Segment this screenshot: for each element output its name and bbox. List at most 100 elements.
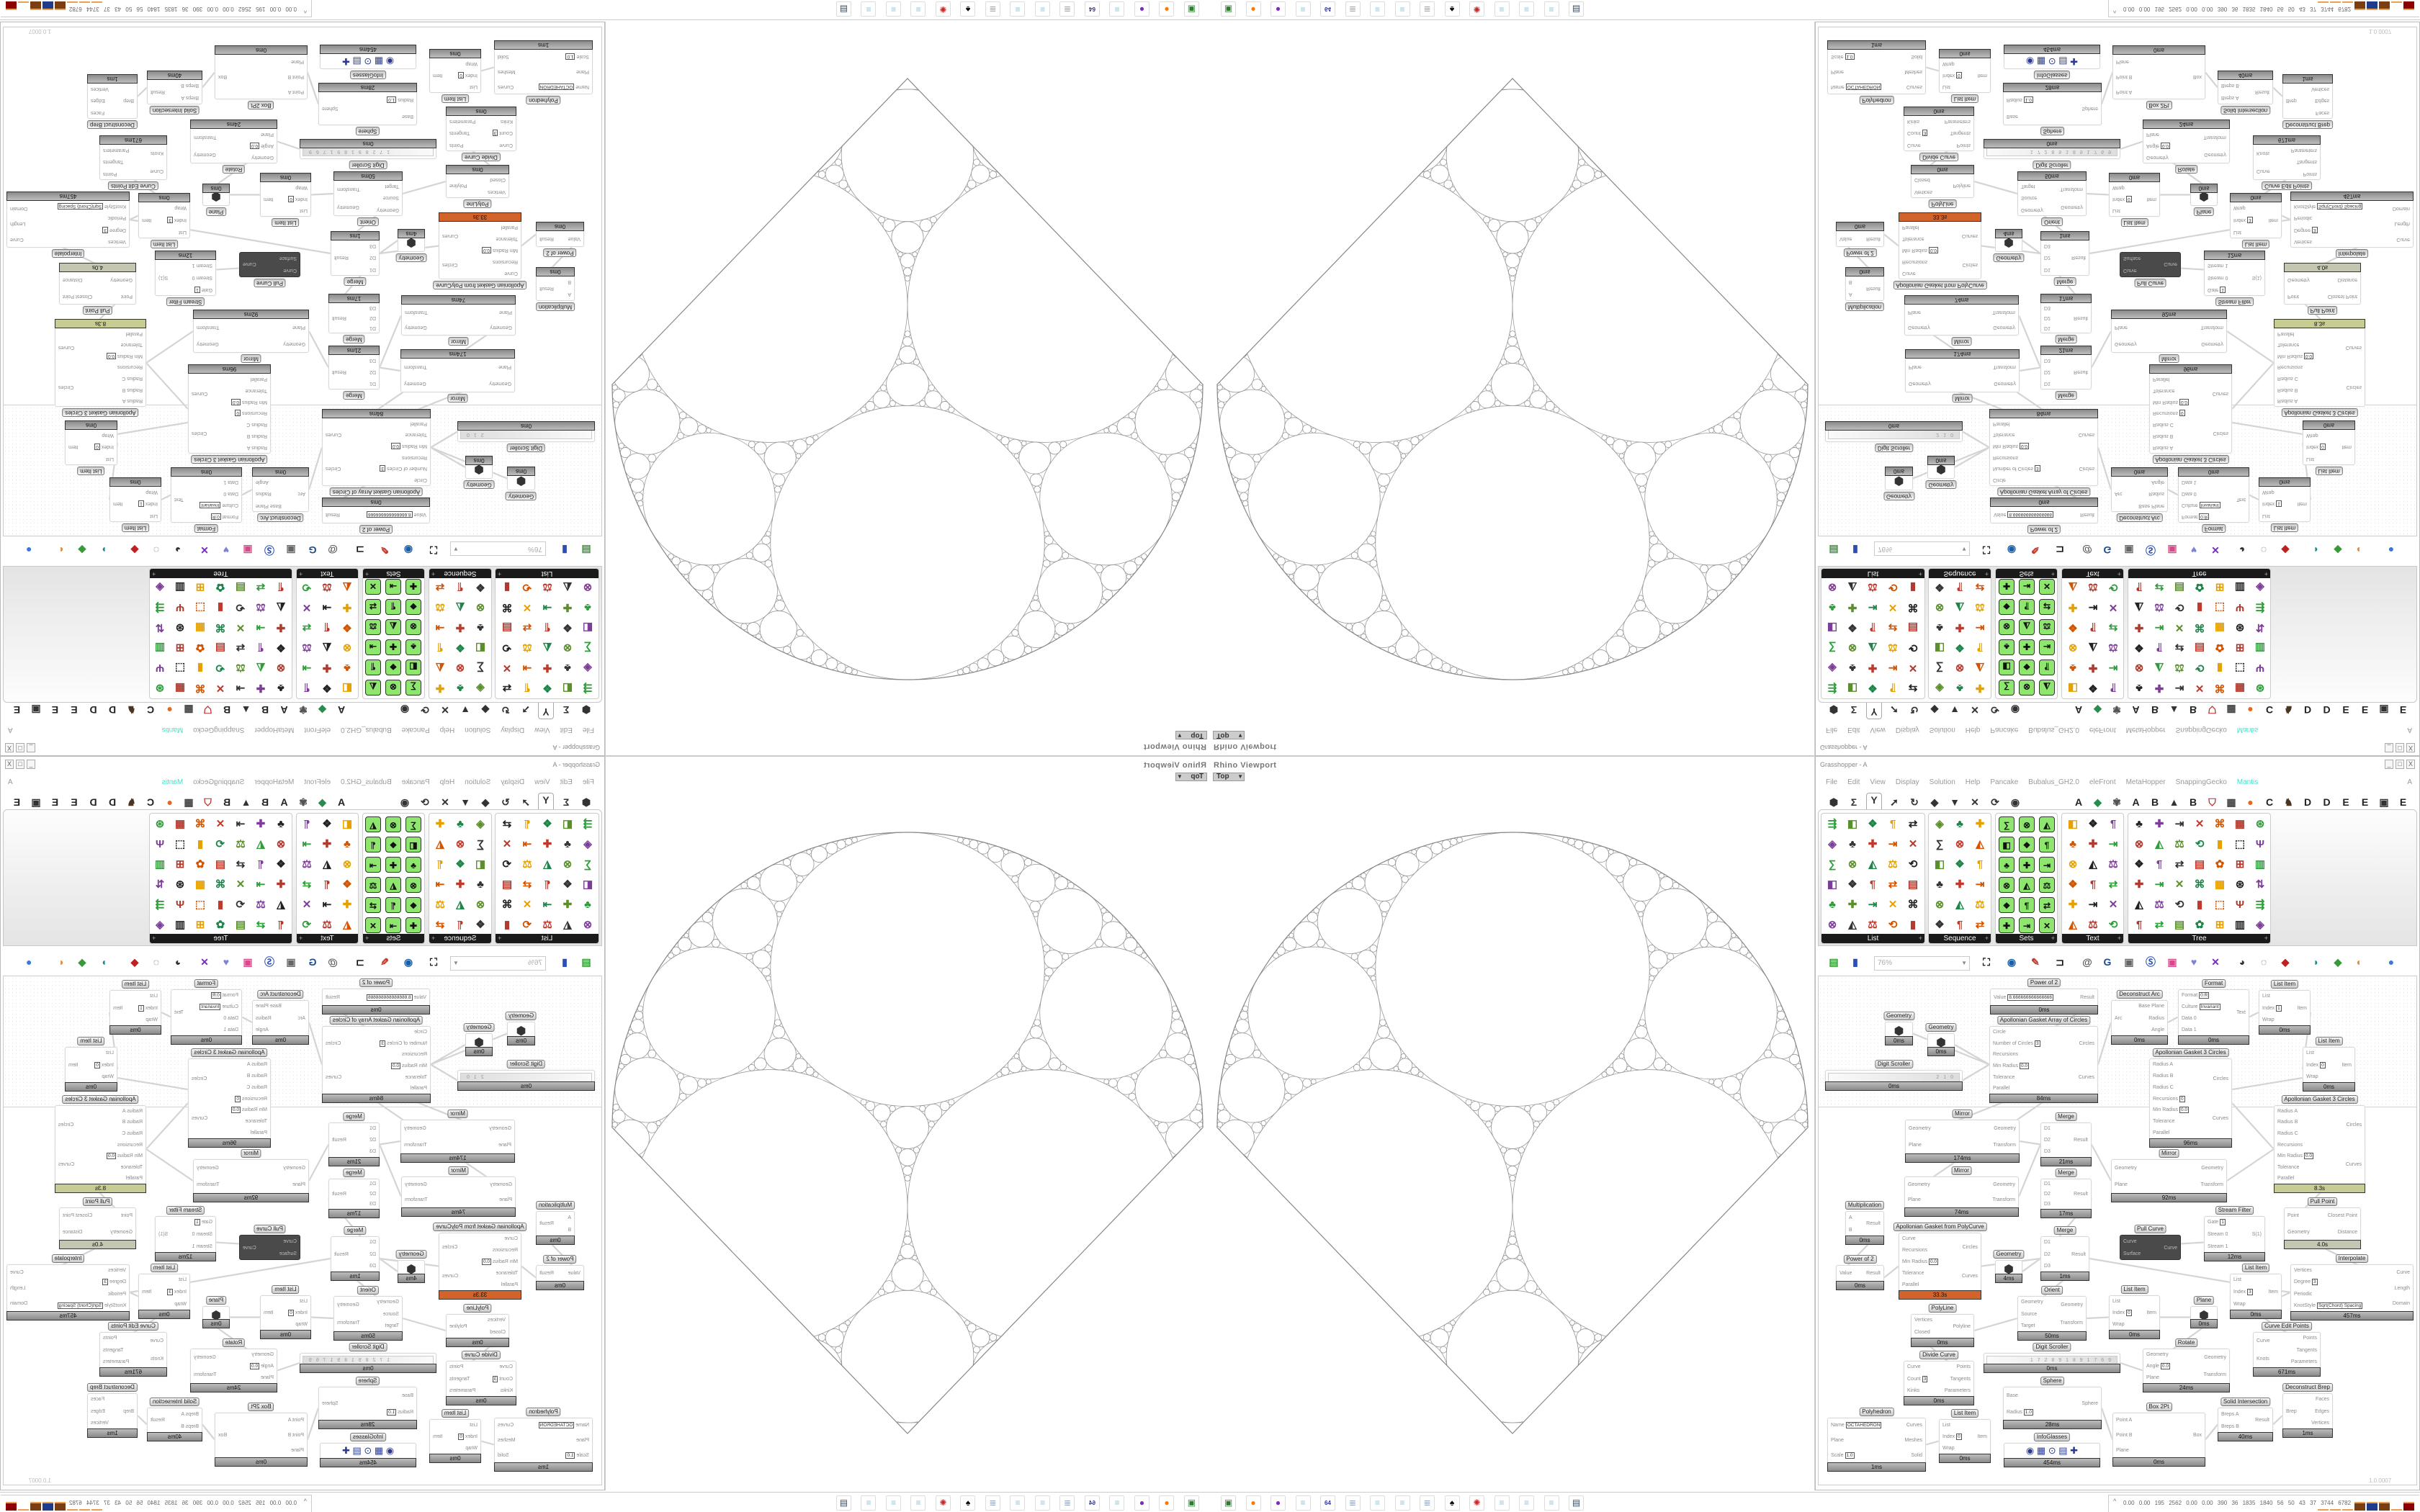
node-title[interactable]: Merge <box>344 1226 367 1235</box>
mail-icon[interactable]: @ <box>2082 544 2092 556</box>
param-value-field[interactable]: 1.0 <box>565 1452 575 1459</box>
component-icon[interactable]: ⊗ <box>1999 619 2015 635</box>
node-title[interactable]: List Item <box>2315 1037 2343 1045</box>
node-infoglasses[interactable]: ◉ ▦ ⊙ ▤ ✚ 454ms <box>2004 1443 2100 1467</box>
component-icon[interactable]: ✚ <box>542 662 552 674</box>
node-box-2pt[interactable]: Point A Point B Plane Box 0ms <box>215 45 308 99</box>
input-param[interactable]: Radius C <box>246 1084 267 1091</box>
component-icon[interactable]: ¶ <box>457 581 464 593</box>
expand-panel-icon[interactable]: + <box>2051 935 2055 942</box>
node-title[interactable]: Rotate <box>2174 1338 2198 1347</box>
output-param[interactable]: Box <box>2193 1432 2202 1439</box>
output-param[interactable]: Transform <box>405 1197 428 1203</box>
component-icon[interactable]: ⊛ <box>2235 621 2245 634</box>
input-param[interactable]: Wrap <box>145 1017 158 1023</box>
component-icon[interactable]: ▥ <box>2234 581 2246 593</box>
component-icon[interactable]: ✕ <box>215 682 225 694</box>
input-param[interactable]: Geometry <box>377 1299 399 1305</box>
input-param[interactable]: D1 <box>2044 1125 2051 1132</box>
component-icon[interactable]: ✿ <box>2215 858 2225 870</box>
output-param[interactable]: Tangents <box>2297 159 2317 166</box>
component-icon[interactable]: ⇄ <box>2039 599 2055 615</box>
output-param[interactable]: Geometry <box>2201 341 2223 347</box>
zoom-dropdown[interactable]: 76% ▼ <box>450 541 546 556</box>
taskbar-notepad-icon[interactable]: ≡ <box>1370 1495 1385 1511</box>
node-digit-scroller[interactable]: 1 7 2 8 9 1 8 9 1 7 6 9 0ms <box>1984 1353 2120 1373</box>
component-icon[interactable]: ⟲ <box>1888 581 1898 593</box>
output-param[interactable]: Circles <box>442 1244 457 1251</box>
node-title[interactable]: List Item <box>1950 1409 1979 1418</box>
input-param[interactable]: Data 1 <box>223 1027 238 1033</box>
output-param[interactable]: Points <box>2303 1335 2317 1341</box>
input-param[interactable]: Format0:R <box>210 513 238 520</box>
output-param[interactable]: Result <box>151 89 165 95</box>
output-param[interactable]: Curves <box>192 390 207 397</box>
component-icon[interactable]: ¶ <box>2136 581 2143 593</box>
component-icon[interactable]: ◭ <box>2039 816 2055 832</box>
zoom-dropdown[interactable]: 76% ▼ <box>1874 956 1970 971</box>
input-param[interactable]: List <box>470 84 478 90</box>
node-plane[interactable]: ⬢ 0ms <box>2190 1306 2218 1328</box>
node-title[interactable]: Curve Edit Points <box>108 181 158 190</box>
component-icon[interactable]: ¶ <box>257 642 264 654</box>
plugin-tab-9[interactable]: ● <box>2247 704 2254 716</box>
node-geometry[interactable]: ⬢ 4ms <box>398 229 425 252</box>
taskbar-notepad-icon[interactable]: ≡ <box>1109 1 1125 17</box>
save-icon[interactable]: ▮ <box>562 956 568 968</box>
node-title[interactable]: Geometry <box>505 1012 537 1020</box>
mesh-tab-icon[interactable]: ▼ <box>1950 796 1960 808</box>
output-param[interactable]: Parameters <box>449 118 475 125</box>
wire-icon[interactable]: ✕ <box>200 544 209 556</box>
component-icon[interactable]: ▤ <box>2194 642 2205 654</box>
node-geometry[interactable]: ⬢ 0ms <box>1927 1033 1955 1056</box>
input-param[interactable]: D2 <box>369 1137 376 1143</box>
component-icon[interactable]: ◈ <box>583 838 592 850</box>
taskbar-firefox-icon[interactable]: ● <box>1245 1495 1261 1511</box>
component-icon[interactable]: ✚ <box>1955 621 1965 634</box>
input-param[interactable]: D3 <box>369 305 376 311</box>
param-value-field[interactable]: 0.0 <box>1929 247 1939 253</box>
input-param[interactable]: D3 <box>2044 1148 2051 1155</box>
component-icon[interactable]: ∑ <box>405 680 421 696</box>
param-value-field[interactable]: 0 <box>2126 196 2132 202</box>
component-icon[interactable]: ⇄ <box>1975 581 1985 593</box>
param-value-field[interactable]: 0.0 <box>481 1259 491 1265</box>
globe-icon[interactable]: ● <box>25 544 32 556</box>
component-icon[interactable]: ♣ <box>1956 818 1963 830</box>
component-icon[interactable]: ✚ <box>1975 682 1985 694</box>
input-param[interactable]: Curve <box>283 267 297 274</box>
component-icon[interactable]: ❖ <box>2068 621 2078 634</box>
node-title[interactable]: Power of 2 <box>359 978 393 987</box>
input-param[interactable]: D1 <box>369 1125 376 1132</box>
component-icon[interactable]: ¶ <box>2019 599 2035 615</box>
component-icon[interactable]: ⊞ <box>175 642 185 654</box>
output-param[interactable]: Tangents <box>103 159 123 166</box>
node-title[interactable]: Apollonian Gasket Array of Circles <box>329 1016 424 1025</box>
node-pull-point[interactable]: Point Geometry Closest Point Distance 4.0s <box>2284 263 2361 305</box>
component-icon[interactable]: ⇅ <box>155 878 165 891</box>
component-icon[interactable]: ⇶ <box>1827 818 1837 830</box>
output-param[interactable]: Text <box>2236 496 2246 503</box>
input-param[interactable]: Plane <box>2116 58 2129 65</box>
minimize-button[interactable]: _ <box>2385 760 2393 769</box>
component-icon[interactable]: ⟲ <box>1908 858 1918 870</box>
input-param[interactable]: Arc <box>2115 491 2123 498</box>
component-icon[interactable]: ¶ <box>1869 878 1876 891</box>
component-icon[interactable]: ▤ <box>501 621 513 634</box>
component-icon[interactable]: ✚ <box>2088 662 2098 674</box>
param-value-field[interactable]: 0.0 <box>230 1107 241 1114</box>
output-param[interactable]: Circles <box>192 1076 207 1082</box>
close-button[interactable]: X <box>2406 760 2415 769</box>
node-deconstruct-arc[interactable]: Arc Base Plane Radius Angle 0ms <box>252 1000 309 1045</box>
component-icon[interactable]: ⇥ <box>2154 621 2164 634</box>
input-param[interactable]: Index0 <box>458 1434 478 1440</box>
output-param[interactable]: Item <box>113 501 123 508</box>
output-param[interactable]: Angle <box>2151 479 2164 485</box>
menu-item-a[interactable]: A <box>2407 778 2412 786</box>
input-param[interactable]: D1 <box>2044 266 2051 273</box>
plugin-tab-10[interactable]: C <box>146 796 155 808</box>
